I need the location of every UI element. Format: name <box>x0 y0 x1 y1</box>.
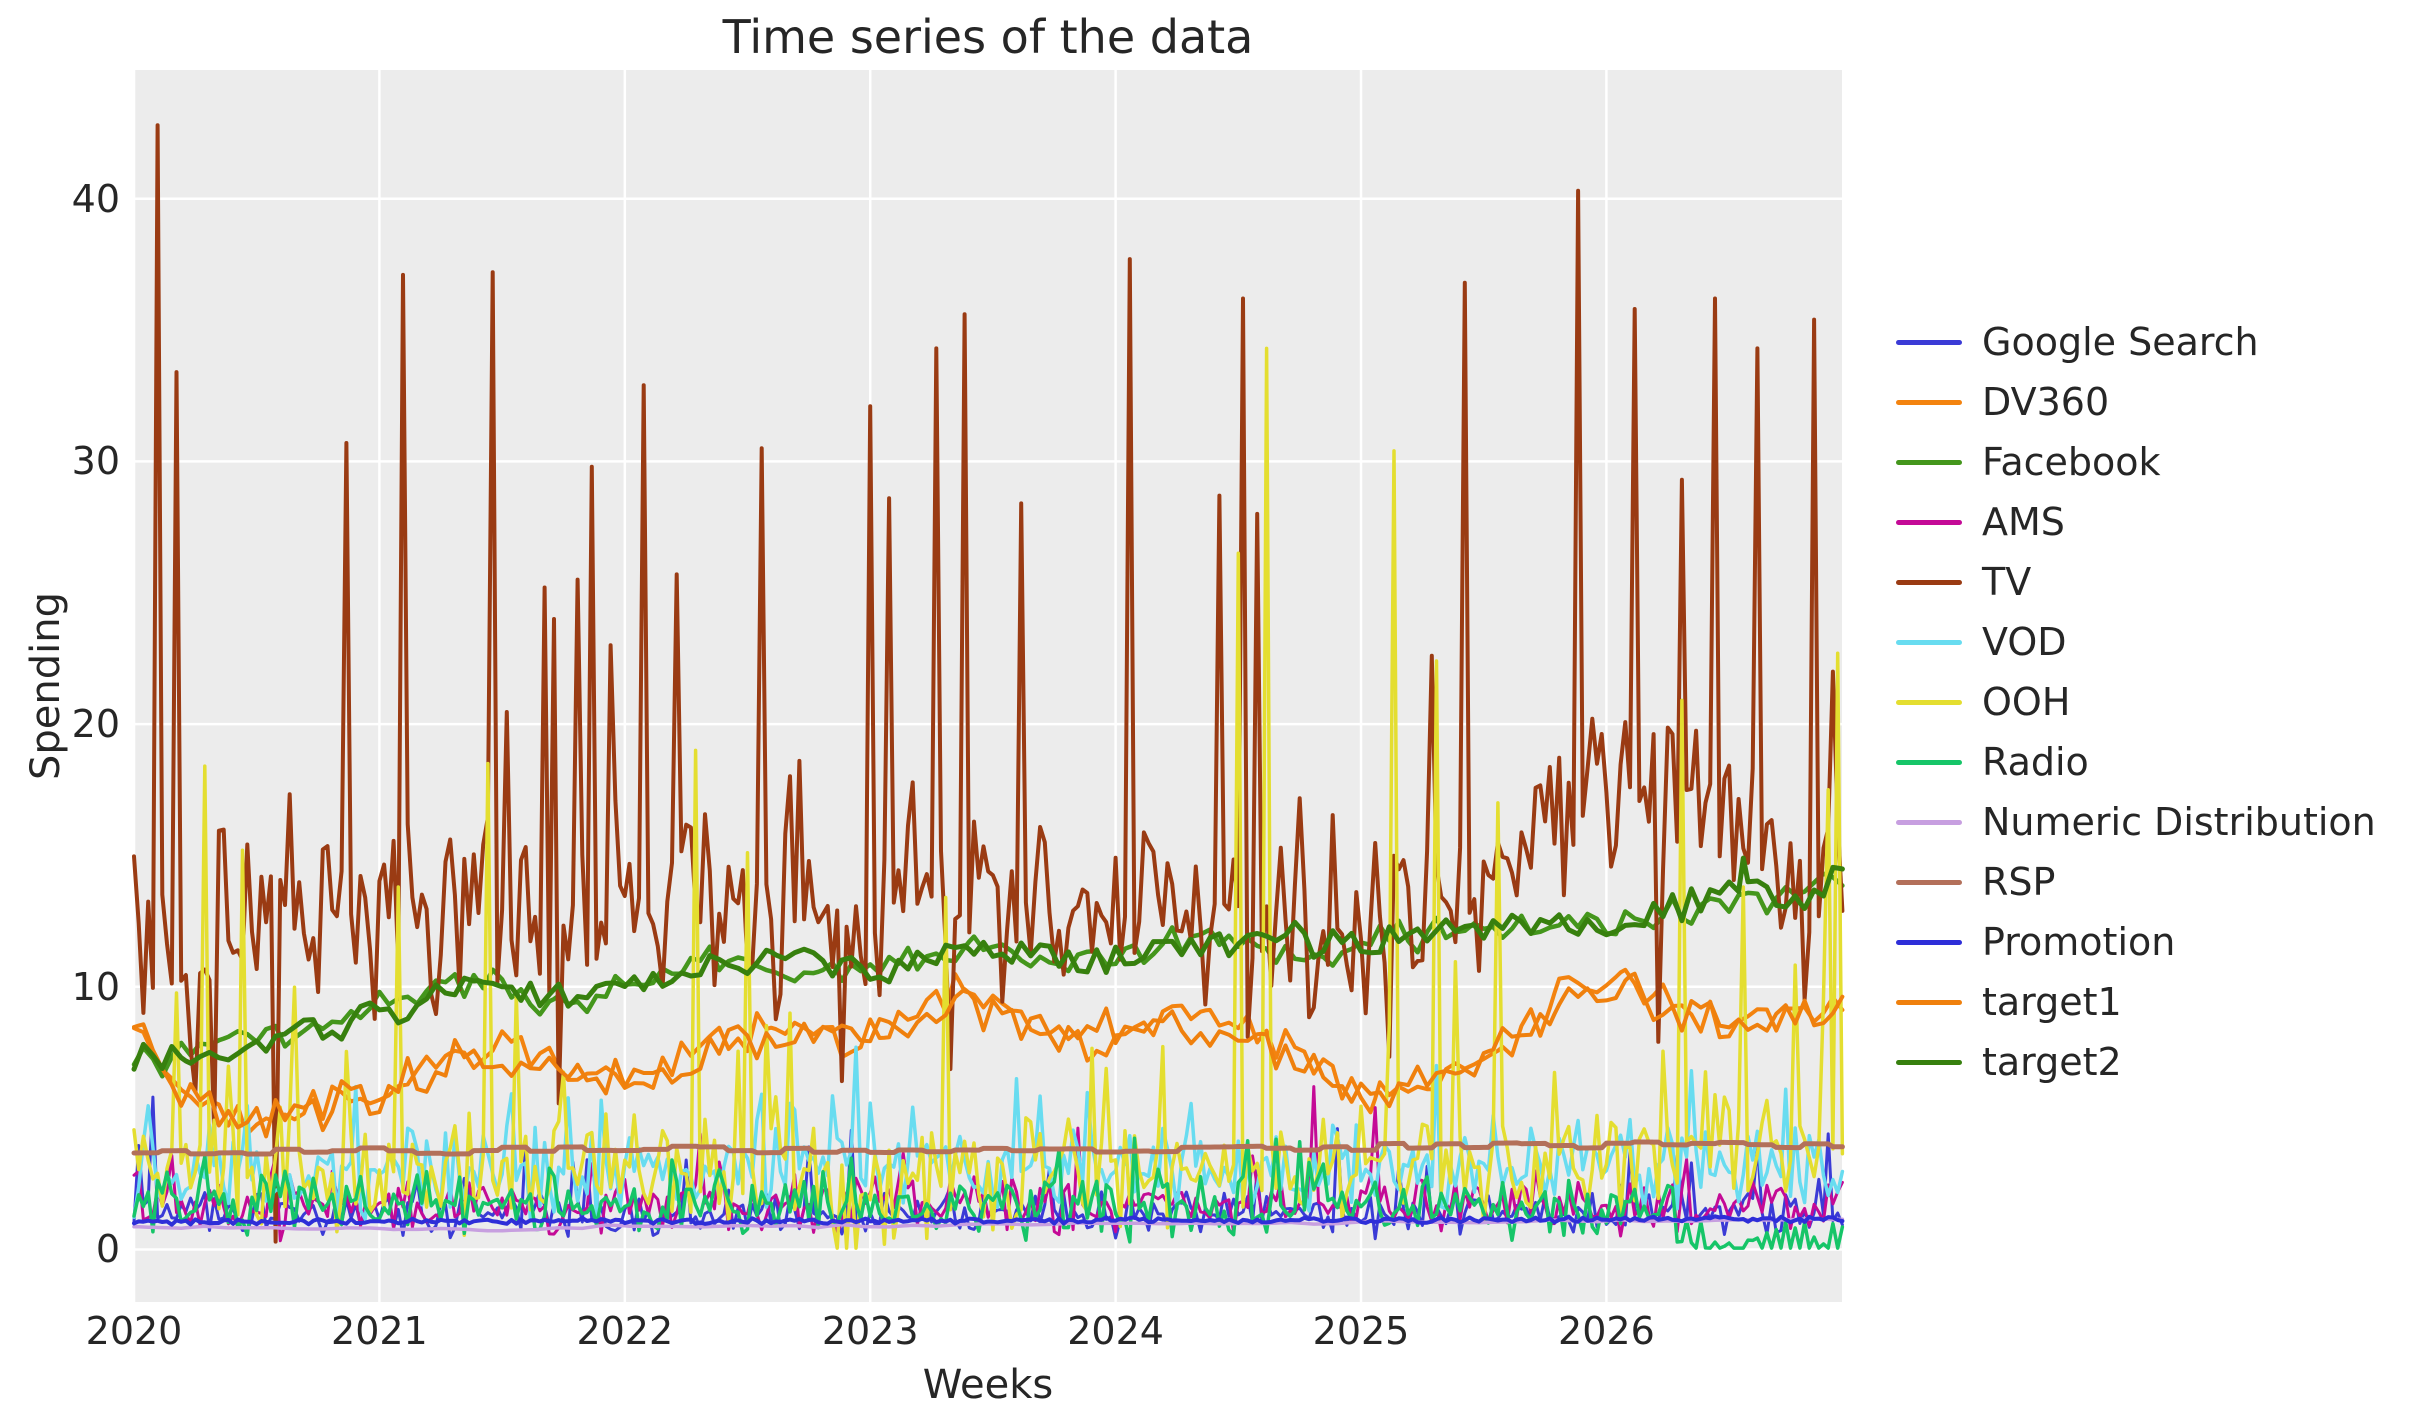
series-line-rsp <box>131 1139 1845 1157</box>
legend-label-ooh: OOH <box>1982 680 2071 724</box>
legend-label-tv: TV <box>1982 560 2032 604</box>
series-line-ooh <box>132 346 1845 1250</box>
legend-item-target1: target1 <box>1896 972 2122 1032</box>
series-line-tv <box>132 123 1845 1244</box>
plot-panel <box>134 70 1842 1302</box>
x-tick-2023: 2023 <box>821 1309 919 1353</box>
series-line-radio <box>132 1136 1845 1250</box>
legend-item-vod: VOD <box>1896 612 2067 672</box>
series-line-vod <box>132 1045 1845 1221</box>
legend-label-target2: target2 <box>1982 1040 2122 1084</box>
y-tick-0: 0 <box>95 1227 120 1272</box>
y-tick-30: 30 <box>71 439 120 484</box>
y-axis-label: Spending <box>23 592 69 780</box>
legend-item-ooh: OOH <box>1896 672 2070 732</box>
x-tick-2024: 2024 <box>1067 1309 1164 1353</box>
legend-item-tv: TV <box>1896 552 2031 612</box>
legend-swatch-rsp <box>1896 879 1962 885</box>
x-tick-2026: 2026 <box>1558 1309 1655 1353</box>
legend-item-google-search: Google Search <box>1896 312 2259 372</box>
legend-item-rsp: RSP <box>1896 852 2055 912</box>
legend-swatch-target2 <box>1896 1059 1962 1065</box>
legend-label-google-search: Google Search <box>1982 320 2259 364</box>
legend-label-numeric-distribution: Numeric Distribution <box>1982 800 2376 844</box>
x-tick-2021: 2021 <box>331 1309 428 1353</box>
legend-label-vod: VOD <box>1982 620 2067 664</box>
legend-label-rsp: RSP <box>1982 860 2056 904</box>
legend-item-dv360: DV360 <box>1896 372 2109 432</box>
x-axis-label: Weeks <box>922 1362 1054 1408</box>
series-line-target2 <box>131 855 1845 1072</box>
legend-swatch-dv360 <box>1896 399 1962 405</box>
series-line-promotion <box>132 1214 1845 1227</box>
series-line-dv360 <box>132 967 1845 1136</box>
legend-label-dv360: DV360 <box>1982 380 2110 424</box>
legend-swatch-facebook <box>1896 459 1962 465</box>
x-tick-2022: 2022 <box>576 1309 674 1353</box>
x-tick-2020: 2020 <box>85 1309 183 1353</box>
legend-swatch-google-search <box>1896 339 1962 345</box>
legend-label-ams: AMS <box>1982 500 2065 544</box>
legend-label-radio: Radio <box>1982 740 2089 784</box>
series-line-target1 <box>132 971 1845 1139</box>
y-tick-20: 20 <box>71 702 120 747</box>
series-line-ams <box>132 1085 1844 1243</box>
legend-label-target1: target1 <box>1982 980 2122 1024</box>
legend-swatch-target1 <box>1896 999 1962 1005</box>
legend-item-target2: target2 <box>1896 1032 2122 1092</box>
chart-title: Time series of the data <box>722 10 1254 64</box>
legend-swatch-radio <box>1896 759 1962 765</box>
legend-item-promotion: Promotion <box>1896 912 2175 972</box>
legend-swatch-numeric-distribution <box>1896 819 1962 825</box>
legend-swatch-tv <box>1896 579 1962 585</box>
legend-item-facebook: Facebook <box>1896 432 2161 492</box>
legend-label-facebook: Facebook <box>1982 440 2161 484</box>
legend-item-radio: Radio <box>1896 732 2089 792</box>
y-tick-10: 10 <box>71 964 120 1009</box>
legend-swatch-vod <box>1896 639 1962 645</box>
legend-item-ams: AMS <box>1896 492 2065 552</box>
legend-swatch-promotion <box>1896 939 1962 945</box>
legend-item-numeric-distribution: Numeric Distribution <box>1896 792 2376 852</box>
x-tick-2025: 2025 <box>1312 1309 1410 1353</box>
legend-swatch-ooh <box>1896 699 1962 705</box>
legend-swatch-ams <box>1896 519 1962 525</box>
y-tick-40: 40 <box>71 176 120 221</box>
legend-label-promotion: Promotion <box>1982 920 2176 964</box>
